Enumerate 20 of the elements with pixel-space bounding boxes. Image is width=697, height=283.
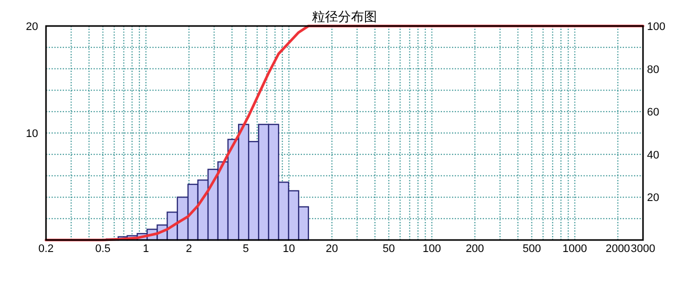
x-tick-label: 200 bbox=[466, 243, 484, 255]
y2-tick-label: 40 bbox=[647, 149, 660, 162]
x-tick-label: 100 bbox=[422, 243, 442, 255]
x-tick-label: 50 bbox=[382, 243, 395, 255]
x-tick-label: 0.5 bbox=[95, 243, 111, 255]
y2-tick-label: 20 bbox=[647, 192, 660, 204]
x-tick-label: 0.2 bbox=[38, 243, 54, 255]
x-tick-label: 1000 bbox=[562, 243, 588, 255]
x-tick-label: 1 bbox=[142, 243, 149, 255]
y2-tick-label: 100 bbox=[647, 21, 666, 33]
x-tick-label: 20 bbox=[326, 243, 338, 255]
x-tick-label: 10 bbox=[282, 243, 296, 255]
y2-tick-label: 60 bbox=[647, 106, 660, 119]
x-tick-label: 2 bbox=[186, 243, 192, 255]
x-tick-label: 5 bbox=[242, 243, 249, 255]
x-tick-label: 500 bbox=[522, 243, 541, 255]
x-tick-label: 2000 bbox=[606, 243, 630, 255]
y2-tick-label: 80 bbox=[647, 64, 660, 76]
chart-title: 粒径分布图 bbox=[312, 9, 377, 24]
x-tick-label: 3000 bbox=[630, 243, 656, 255]
